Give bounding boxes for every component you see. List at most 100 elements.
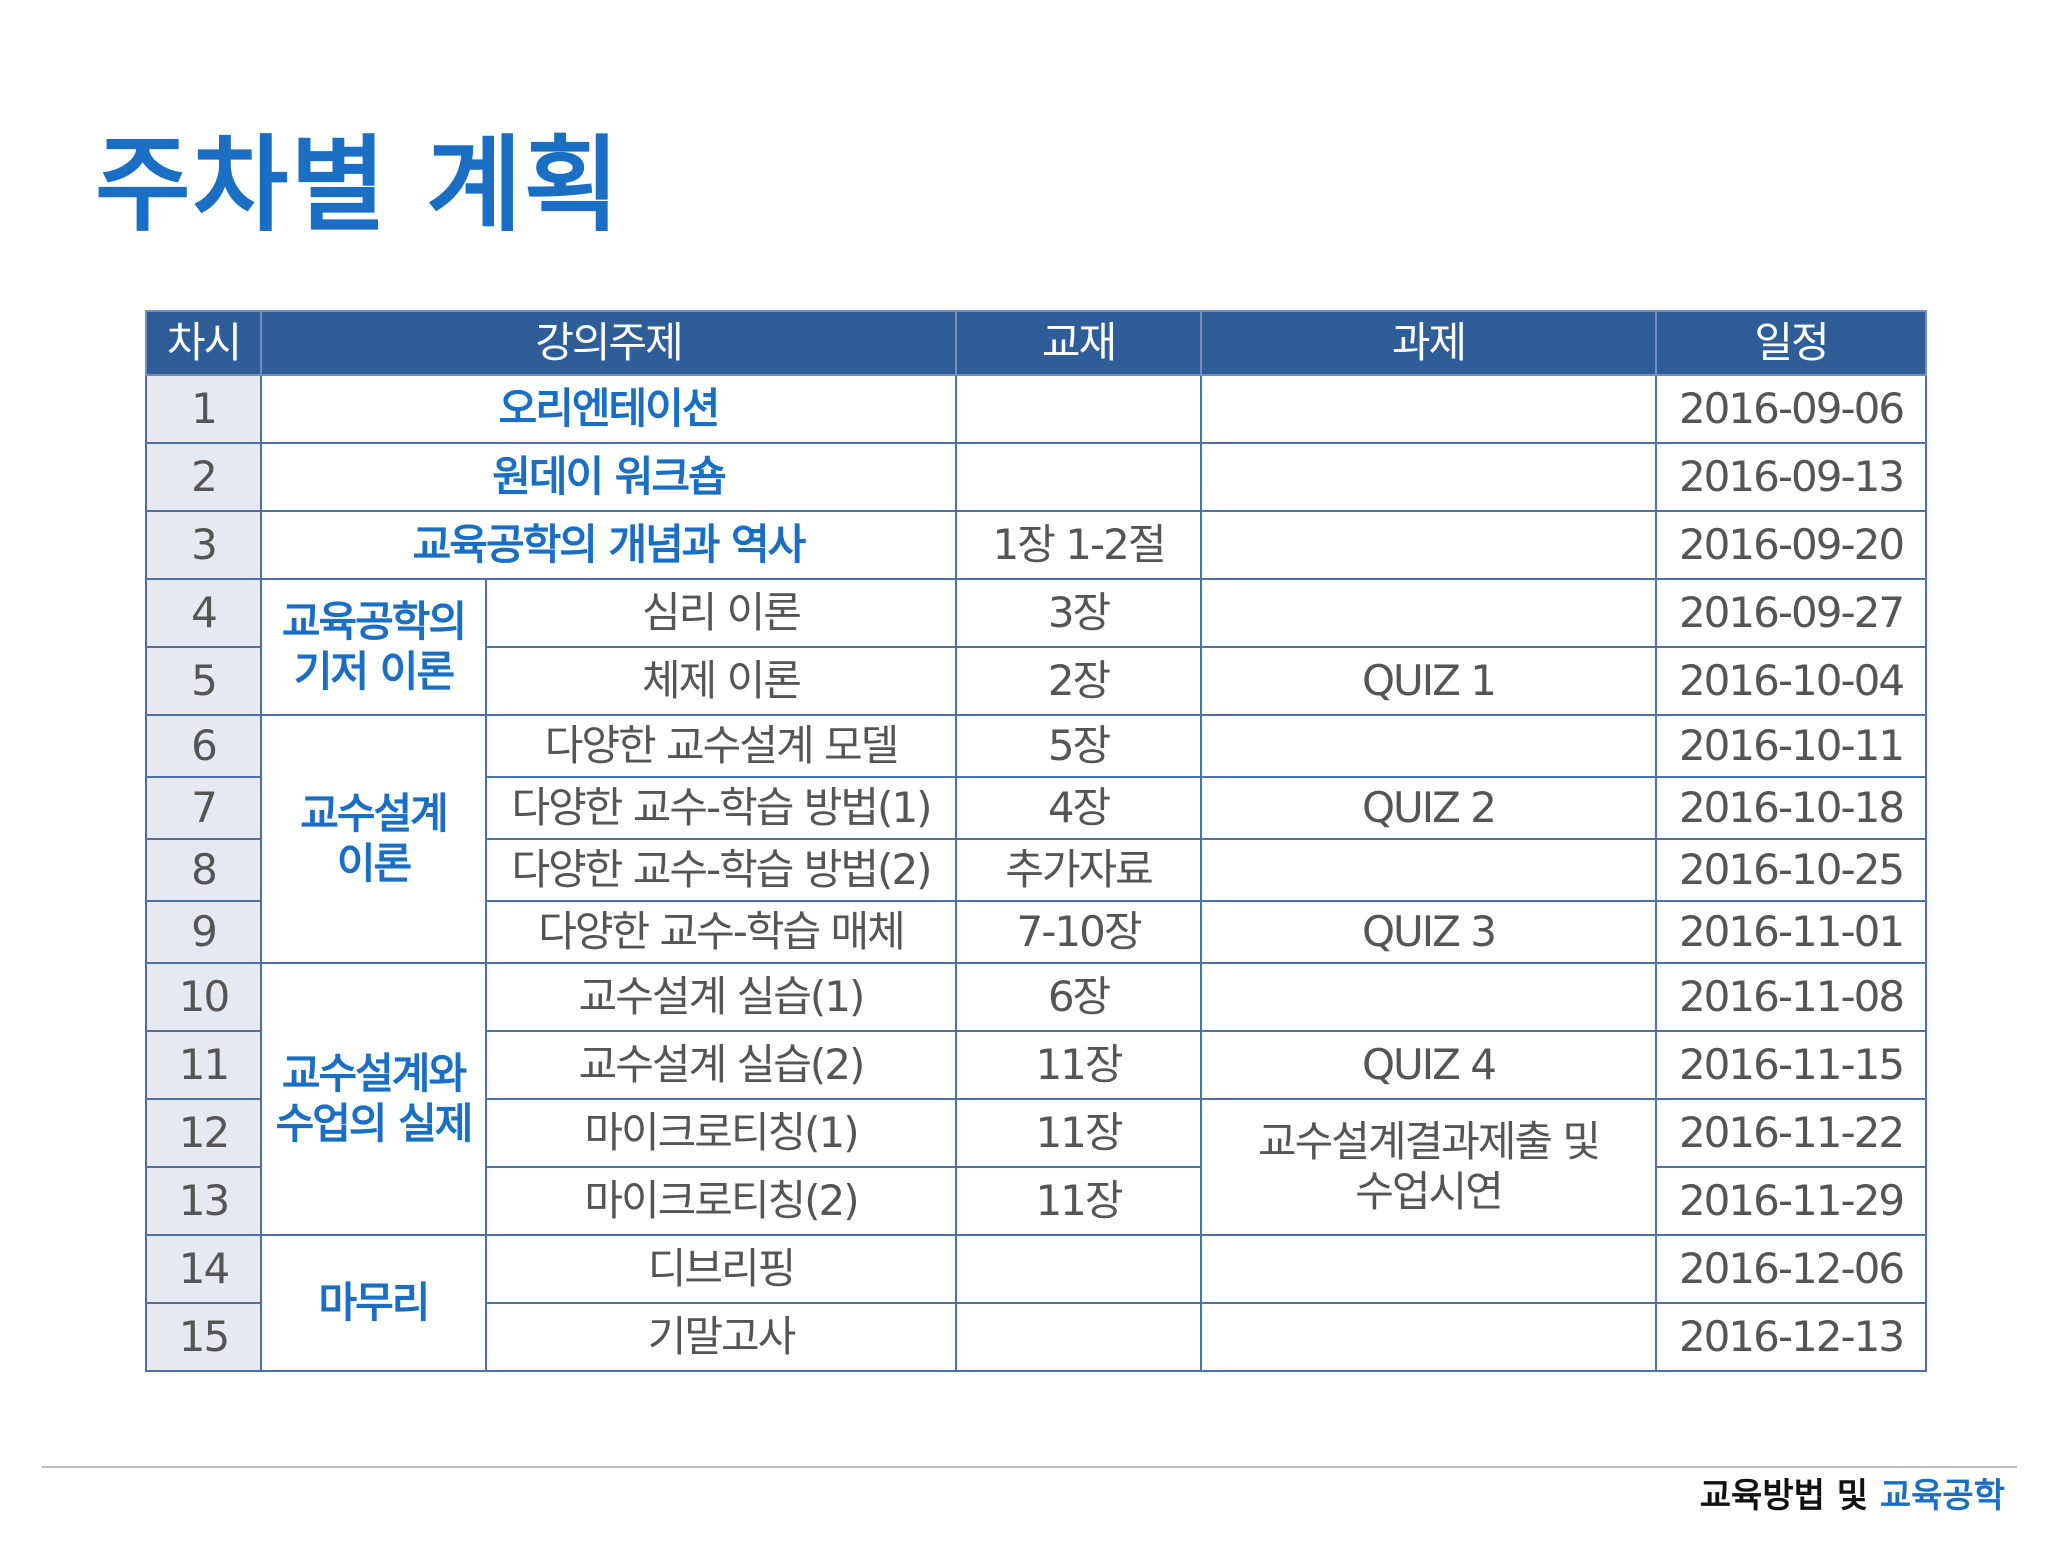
assignment: [1200, 714, 1657, 778]
row: 10 교수설계와 수업의 실제 교수설계 실습(1) 6장 2016-11-08: [145, 962, 1927, 1236]
date: 2016-11-01: [1655, 900, 1927, 964]
topic: 마이크로티칭(1): [485, 1098, 957, 1168]
textbook: 5장: [955, 714, 1202, 778]
topic: 원데이 워크숍: [260, 442, 957, 512]
topic: 기말고사: [485, 1302, 957, 1372]
assignment: QUIZ 2: [1200, 776, 1657, 840]
assignment: [1200, 962, 1657, 1032]
textbook: 2장: [955, 646, 1202, 716]
date: 2016-12-06: [1655, 1234, 1927, 1304]
session: 13: [145, 1166, 262, 1236]
date: 2016-10-25: [1655, 838, 1927, 902]
assignment: [1200, 1302, 1657, 1372]
date: 2016-09-27: [1655, 578, 1927, 648]
footer: 교육방법 및 교육공학: [1700, 1468, 2005, 1517]
topic: 다양한 교수-학습 방법(1): [485, 776, 957, 840]
assignment: [1200, 510, 1657, 580]
textbook: 4장: [955, 776, 1202, 840]
date: 2016-12-13: [1655, 1302, 1927, 1372]
textbook: 11장: [955, 1098, 1202, 1168]
topic: 심리 이론: [485, 578, 957, 648]
session: 12: [145, 1098, 262, 1168]
topic: 다양한 교수-학습 방법(2): [485, 838, 957, 902]
column-header: 차시: [145, 310, 262, 376]
row: 1 오리엔테이션 2016-09-06: [145, 374, 1927, 444]
row: 4 교육공학의 기저 이론 심리 이론 3장 2016-09-27: [145, 578, 1927, 716]
footer-highlight: 교육공학: [1879, 1476, 2005, 1516]
date: 2016-11-15: [1655, 1030, 1927, 1100]
session: 10: [145, 962, 262, 1032]
date: 2016-10-11: [1655, 714, 1927, 778]
row: 7 다양한 교수-학습 방법(1) 4장 QUIZ 2 2016-10-18: [145, 776, 1927, 840]
row: 14 마무리 디브리핑 2016-12-06: [145, 1234, 1927, 1372]
date: 2016-09-13: [1655, 442, 1927, 512]
topic: 디브리핑: [485, 1234, 957, 1304]
session: 2: [145, 442, 262, 512]
assignment: [1200, 1234, 1657, 1304]
topic: 오리엔테이션: [260, 374, 957, 444]
group: 교수설계 이론: [260, 714, 487, 964]
row: 9 다양한 교수-학습 매체 7-10장 QUIZ 3 2016-11-01: [145, 900, 1927, 964]
textbook: 6장: [955, 962, 1202, 1032]
row: 15 기말고사 2016-12-13: [145, 1302, 1927, 1372]
row: 3 교육공학의 개념과 역사 1장 1-2절 2016-09-20: [145, 510, 1927, 580]
footer-rule: [42, 1466, 2017, 1468]
row: 12 마이크로티칭(1) 11장 교수설계결과제출 및 수업시연 2016-11…: [145, 1098, 1927, 1236]
textbook: 3장: [955, 578, 1202, 648]
group: 마무리: [260, 1234, 487, 1372]
row: 6 교수설계 이론 다양한 교수설계 모델 5장 2016-10-11: [145, 714, 1927, 964]
textbook: 1장 1-2절: [955, 510, 1202, 580]
session: 4: [145, 578, 262, 648]
textbook: [955, 374, 1202, 444]
session: 15: [145, 1302, 262, 1372]
footer-text: 교육방법 및: [1699, 1476, 1869, 1516]
textbook: [955, 1302, 1202, 1372]
session: 9: [145, 900, 262, 964]
topic: 체제 이론: [485, 646, 957, 716]
column-header: 과제: [1200, 310, 1657, 376]
topic: 교수설계 실습(1): [485, 962, 957, 1032]
session: 5: [145, 646, 262, 716]
assignment: [1200, 578, 1657, 648]
column-header: 일정: [1655, 310, 1927, 376]
date: 2016-11-29: [1655, 1166, 1927, 1236]
assignment: [1200, 838, 1657, 902]
date: 2016-10-18: [1655, 776, 1927, 840]
textbook: [955, 1234, 1202, 1304]
topic: 다양한 교수설계 모델: [485, 714, 957, 778]
assignment: [1200, 374, 1657, 444]
assignment: QUIZ 4: [1200, 1030, 1657, 1100]
session: 1: [145, 374, 262, 444]
assignment: 교수설계결과제출 및 수업시연: [1200, 1098, 1657, 1236]
session: 7: [145, 776, 262, 840]
assignment: [1200, 442, 1657, 512]
date: 2016-10-04: [1655, 646, 1927, 716]
date: 2016-11-08: [1655, 962, 1927, 1032]
group: 교수설계와 수업의 실제: [260, 962, 487, 1236]
topic: 다양한 교수-학습 매체: [485, 900, 957, 964]
date: 2016-09-20: [1655, 510, 1927, 580]
topic: 교수설계 실습(2): [485, 1030, 957, 1100]
row: 11 교수설계 실습(2) 11장 QUIZ 4 2016-11-15: [145, 1030, 1927, 1100]
row: 13 마이크로티칭(2) 11장 2016-11-29: [145, 1166, 1927, 1236]
assignment: QUIZ 1: [1200, 646, 1657, 716]
row: 5 체제 이론 2장 QUIZ 1 2016-10-04: [145, 646, 1927, 716]
session: 14: [145, 1234, 262, 1304]
topic: 교육공학의 개념과 역사: [260, 510, 957, 580]
header-row: 차시 강의주제 교재 과제 일정: [145, 310, 1927, 376]
session: 11: [145, 1030, 262, 1100]
date: 2016-11-22: [1655, 1098, 1927, 1168]
page-title: 주차별 계획: [95, 124, 622, 246]
session: 3: [145, 510, 262, 580]
textbook: [955, 442, 1202, 512]
topic: 마이크로티칭(2): [485, 1166, 957, 1236]
textbook: 7-10장: [955, 900, 1202, 964]
row: 2 원데이 워크숍 2016-09-13: [145, 442, 1927, 512]
schedule-table: 차시 강의주제 교재 과제 일정 1 오리엔테이션 2016-09-06 2 원…: [145, 310, 1927, 1372]
textbook: 11장: [955, 1030, 1202, 1100]
date: 2016-09-06: [1655, 374, 1927, 444]
row: 8 다양한 교수-학습 방법(2) 추가자료 2016-10-25: [145, 838, 1927, 902]
column-header: 강의주제: [260, 310, 957, 376]
assignment: QUIZ 3: [1200, 900, 1657, 964]
